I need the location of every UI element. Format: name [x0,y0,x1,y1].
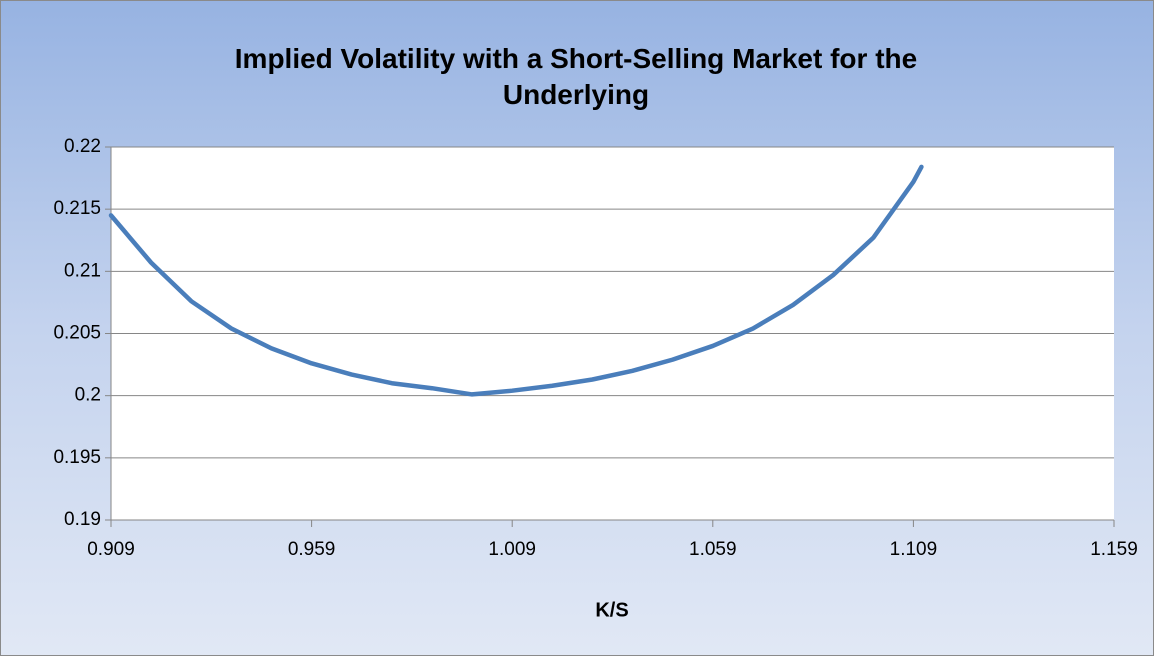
x-tick-label: 1.059 [689,539,737,560]
chart-title: Implied Volatility with a Short-Selling … [234,43,918,110]
y-tick-label: 0.195 [53,447,101,468]
x-tick-label: 1.109 [890,539,938,560]
y-tick-label: 0.22 [64,136,101,157]
series-line [108,164,924,397]
x-tick-label: 0.959 [288,539,336,560]
y-tick-label: 0.19 [64,509,101,530]
x-tick-label: 1.159 [1090,539,1138,560]
x-axis-title: K/S [595,599,628,621]
y-tick-label: 0.2 [75,385,101,406]
x-tick-label: 0.909 [87,539,135,560]
y-tick-label: 0.215 [53,198,101,219]
x-tick-label: 1.009 [488,539,536,560]
y-tick-label: 0.205 [53,323,101,344]
y-tick-label: 0.21 [64,260,101,281]
